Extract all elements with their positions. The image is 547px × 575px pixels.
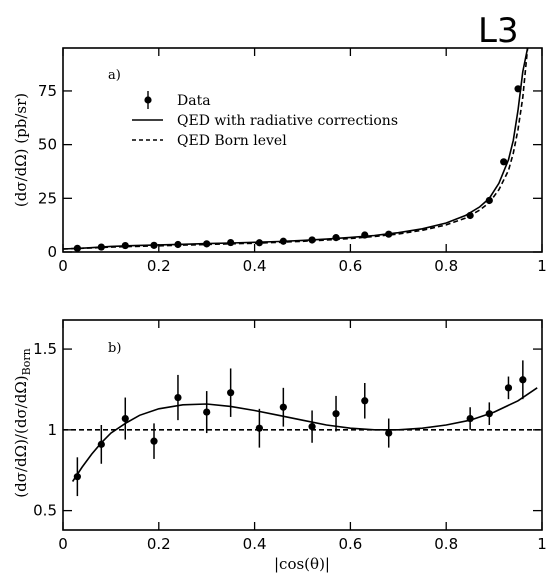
data-point [485,196,493,205]
y-tick-label: 50 [38,136,57,154]
panel-b-y-axis-title-subscript: Born [20,348,33,375]
panel-a: 0 0.2 0.4 0.6 0.8 1 0 25 50 75 a) (dσ/dΩ) (pb/sr)… [12,47,547,275]
data-point [227,238,235,247]
legend-entry-qed-radiative: QED with radiative corrections [132,113,398,129]
data-point [500,158,508,166]
data-point [150,437,158,445]
x-tick-label: 0 [58,535,68,553]
data-point [361,397,369,405]
data-point [174,240,182,249]
panel-b-curves [63,387,542,482]
panel-a-label: a) [108,68,121,83]
x-tick-label: 1 [537,535,547,553]
data-point [485,410,493,418]
data-point [203,408,211,416]
x-tick-label: 0.4 [243,257,267,275]
x-tick-label: 0.8 [434,535,458,553]
y-tick-label: 25 [38,189,57,207]
data-point [514,85,522,93]
x-tick-label: 0.4 [243,535,267,553]
panel-b-frame [62,319,543,531]
data-point [332,410,340,418]
data-point [332,234,340,242]
x-tick-label: 0.6 [338,535,362,553]
panel-b-x-axis-title: |cos(θ)| [274,555,330,573]
data-point [97,440,105,448]
panel-a-ticks: 0 0.2 0.4 0.6 0.8 1 0 25 50 75 [38,48,547,275]
data-point [121,241,129,250]
legend-data-marker [144,96,152,104]
data-point [308,423,316,431]
panel-a-curves [62,47,529,250]
data-point [97,243,105,251]
legend-label-data: Data [177,93,211,109]
panel-a-y-axis-title: (dσ/dΩ) (pb/sr) [12,93,30,207]
data-point [504,384,513,392]
legend: Data QED with radiative corrections QED … [132,91,398,149]
data-point [227,389,235,397]
x-tick-label: 0.2 [147,257,171,275]
radiative-corrections-curve [62,47,529,250]
data-point [385,429,393,437]
panel-b: 0 0.2 0.4 0.6 0.8 1 0.5 1 1.5 b) (dσ/dΩ)/(dσ/dΩ)… [12,319,547,573]
panel-b-label: b) [108,341,121,356]
y-tick-label: 1 [47,421,57,439]
data-point [466,414,474,423]
panel-a-frame [62,47,543,253]
legend-entry-data: Data [144,91,211,109]
panel-b-ticks: 0 0.2 0.4 0.6 0.8 1 0.5 1 1.5 [33,320,547,553]
data-point [203,240,211,248]
data-point [308,236,316,244]
data-point [150,241,158,249]
data-point [279,403,287,411]
panel-b-data-points [73,360,527,497]
panel-b-y-axis-title-main: (dσ/dΩ)/(dσ/dΩ) [12,375,30,497]
x-tick-label: 0 [58,257,68,275]
legend-label-qed-radiative: QED with radiative corrections [177,113,398,129]
legend-label-qed-born: QED Born level [177,133,287,149]
radiative-corrections-curve [71,387,538,482]
y-tick-label: 75 [38,82,57,100]
data-point [519,376,527,384]
data-point [361,231,369,239]
panel-b-y-axis-title: (dσ/dΩ)/(dσ/dΩ)Born [12,348,33,497]
data-point [73,244,81,252]
x-tick-label: 0.8 [434,257,458,275]
y-tick-label: 0.5 [33,502,57,520]
x-tick-label: 0.6 [338,257,362,275]
data-point [255,424,263,432]
x-tick-label: 1 [537,257,547,275]
x-tick-label: 0.2 [147,535,171,553]
legend-entry-qed-born: QED Born level [132,133,287,149]
data-point [121,414,129,423]
data-point [255,239,263,247]
data-point [466,211,474,220]
y-tick-label: 1.5 [33,340,57,358]
data-point [385,230,393,238]
panel-a-data-points [73,85,522,252]
y-tick-label: 0 [47,243,57,261]
data-point [279,237,287,245]
experiment-logo: L3 [478,11,519,51]
data-point [174,393,182,402]
data-point [73,473,81,481]
